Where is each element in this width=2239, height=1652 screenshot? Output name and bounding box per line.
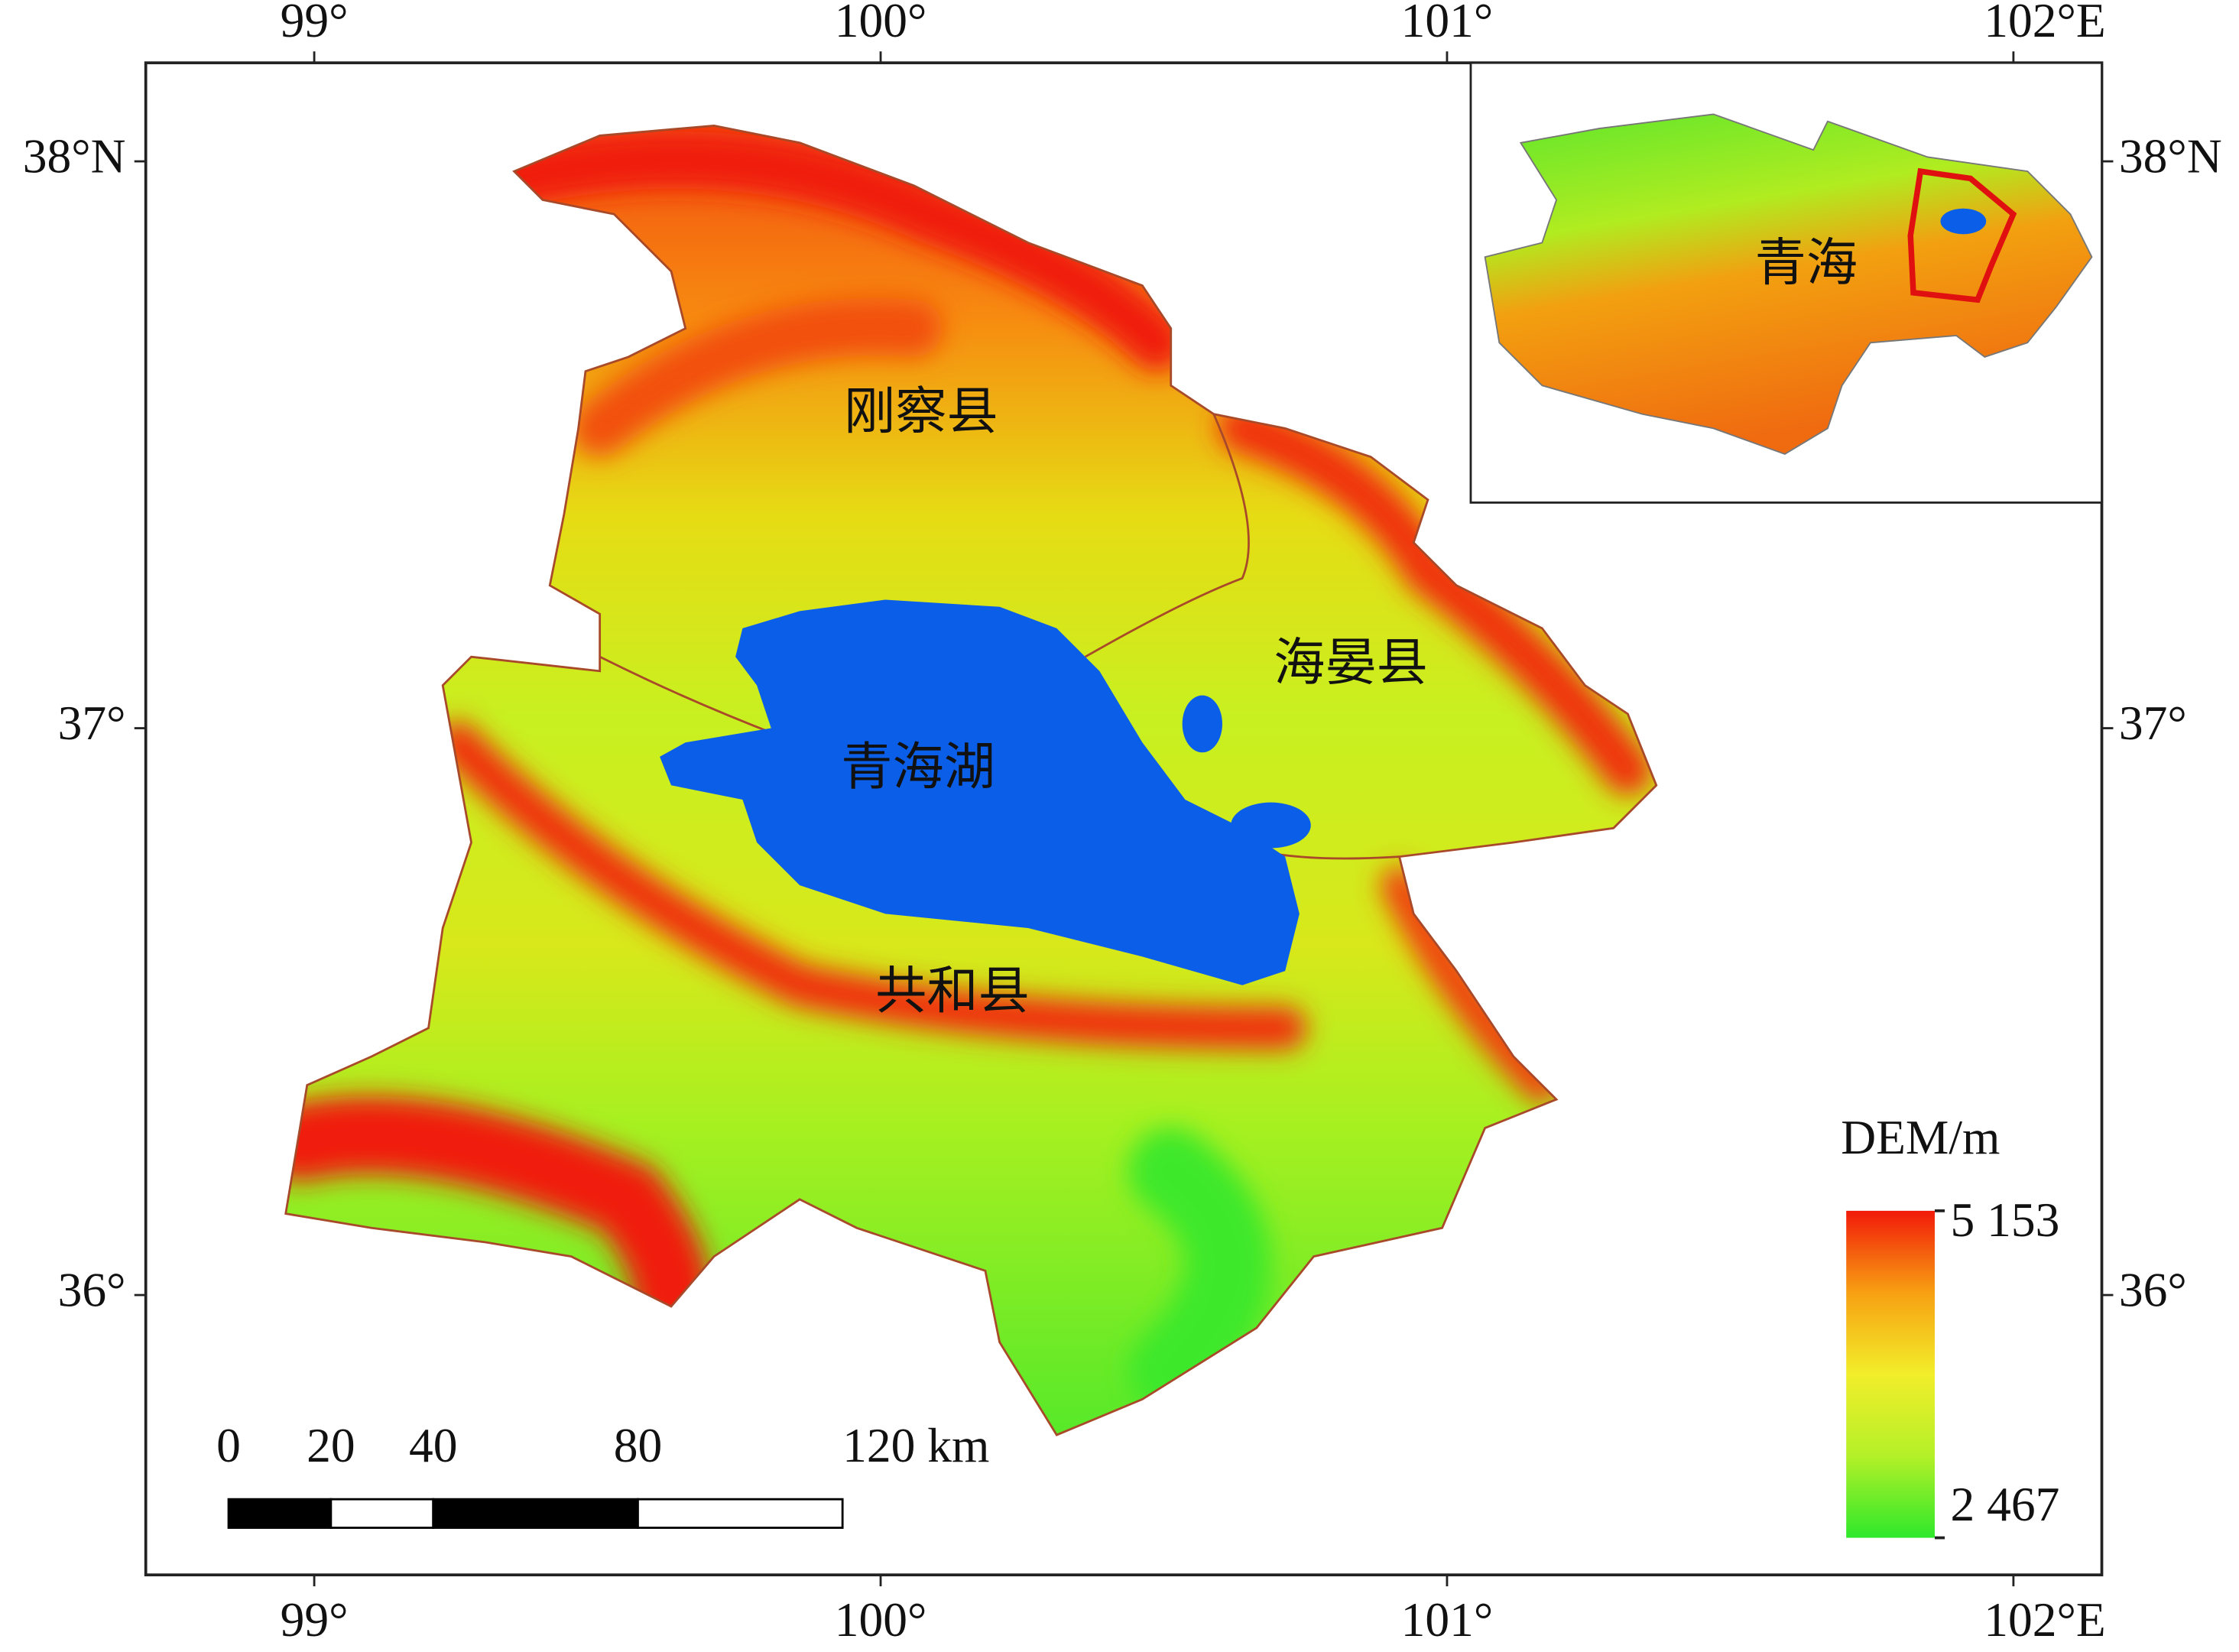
lon-label-top: 101° [1401, 0, 1494, 47]
lon-label-top: 102°E [1984, 0, 2105, 47]
legend-value: 2 467 [1951, 1477, 2060, 1531]
inset-study-area [1907, 167, 2017, 303]
scale-label: 120 km [842, 1418, 989, 1472]
lat-label-left: 36° [58, 1263, 126, 1317]
inset-province [1484, 113, 2093, 455]
lakes [660, 599, 1311, 985]
scale-label: 20 [307, 1418, 355, 1472]
lat-label-left: 38°N [23, 129, 126, 183]
legend-title: DEM/m [1841, 1110, 2000, 1164]
scale-label: 0 [216, 1418, 241, 1472]
legend: DEM/m [1841, 1110, 2000, 1538]
lon-label-bottom: 101° [1401, 1592, 1494, 1647]
lat-label-right: 37° [2119, 696, 2187, 750]
place-label: 共和县 [875, 962, 1030, 1020]
inset-lake [1940, 208, 1987, 235]
place-label: 海晏县 [1274, 635, 1428, 692]
scale-segment [329, 1498, 435, 1529]
lon-label-top: 99° [281, 0, 349, 47]
place-label: 刚察县 [844, 383, 998, 440]
scale-segment [227, 1498, 333, 1529]
map-frame [144, 61, 2104, 1577]
lon-label-bottom: 99° [281, 1592, 349, 1647]
lon-label-top: 100° [835, 0, 927, 47]
inset: 青海 [1469, 61, 2103, 504]
legend-colorbar [1846, 1210, 1935, 1538]
inset-label: 青海 [1755, 235, 1858, 292]
legend-value: 5 153 [1951, 1193, 2060, 1247]
lon-label-bottom: 100° [835, 1592, 927, 1647]
scale-label: 80 [614, 1418, 663, 1472]
lat-label-left: 37° [58, 696, 126, 750]
place-label: 青海湖 [841, 738, 995, 796]
scale-segment [637, 1498, 844, 1529]
lon-label-bottom: 102°E [1984, 1592, 2105, 1647]
lat-label-right: 38°N [2119, 129, 2222, 183]
scale-label: 40 [409, 1418, 458, 1472]
lat-label-right: 36° [2119, 1263, 2187, 1317]
scale-segment [432, 1498, 639, 1529]
